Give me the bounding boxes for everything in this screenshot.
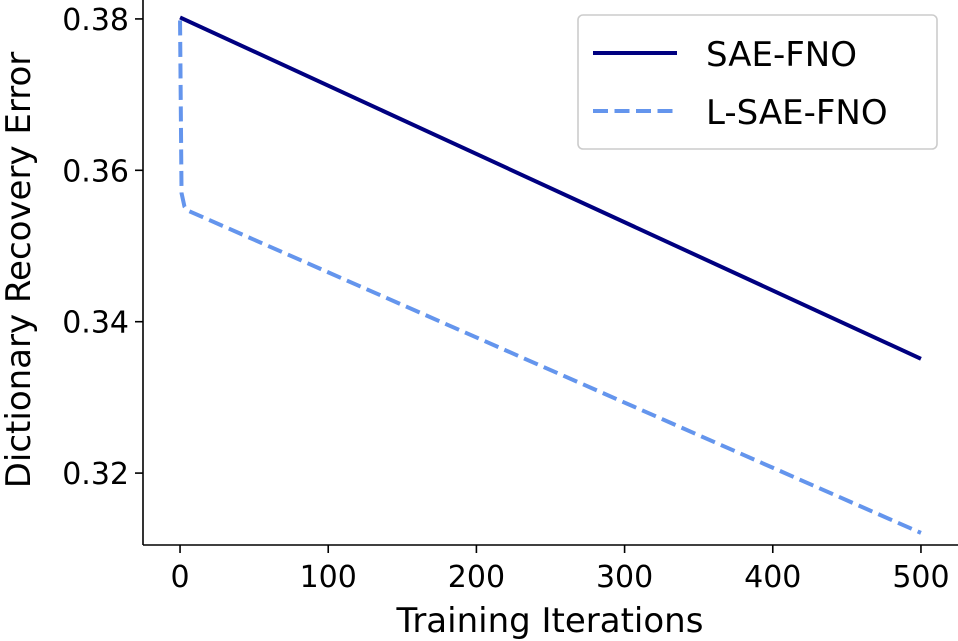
legend-label-sae-fno: SAE-FNO: [706, 35, 857, 75]
y-tick-label: 0.34: [62, 306, 129, 341]
x-axis-label: Training Iterations: [396, 601, 704, 641]
x-tick-label: 0: [170, 560, 189, 595]
y-axis-label: Dictionary Recovery Error: [0, 52, 39, 489]
x-tick-label: 400: [744, 560, 801, 595]
y-tick-label: 0.32: [62, 457, 129, 492]
x-tick-label: 200: [448, 560, 505, 595]
legend: SAE-FNO L-SAE-FNO: [577, 14, 938, 150]
x-tick-label: 100: [300, 560, 357, 595]
series-line-sae-fno: [179, 15, 922, 361]
legend-box: [577, 14, 938, 150]
x-axis-ticks: 0 100 200 300 400 500: [170, 545, 950, 595]
legend-label-l-sae-fno: L-SAE-FNO: [706, 93, 888, 133]
y-axis-ticks: 0.32 0.34 0.36 0.38: [62, 3, 143, 492]
series-layer: [178, 15, 922, 535]
x-tick-label: 500: [892, 560, 949, 595]
series-line-l-sae-fno: [178, 20, 922, 535]
y-tick-label: 0.36: [62, 154, 129, 189]
x-tick-label: 300: [596, 560, 653, 595]
y-tick-label: 0.38: [62, 3, 129, 38]
